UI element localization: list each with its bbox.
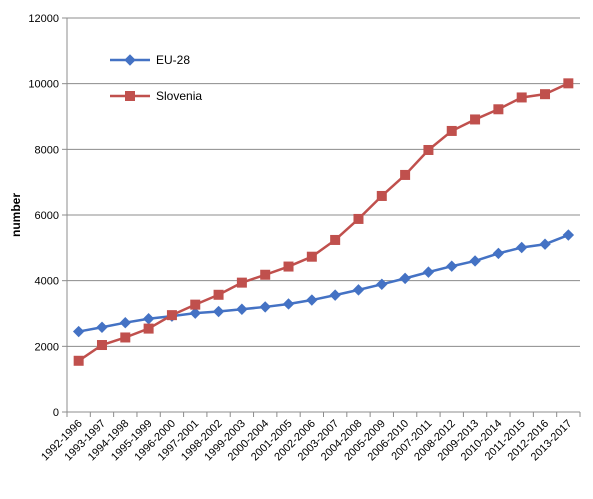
data-point [142, 313, 155, 325]
y-tick-label: 2000 [35, 341, 59, 353]
data-point [563, 78, 574, 89]
data-point [492, 247, 505, 260]
data-point [260, 269, 271, 280]
data-point [562, 229, 575, 241]
data-point [236, 277, 247, 288]
legend-marker [125, 91, 135, 101]
data-point [330, 234, 341, 245]
data-point [96, 340, 107, 351]
data-point [376, 190, 387, 201]
data-point [306, 251, 317, 262]
data-point [446, 260, 458, 272]
data-point [470, 114, 481, 125]
data-point [283, 261, 294, 272]
data-point [119, 316, 132, 329]
series-line [77, 82, 569, 362]
axes [62, 17, 581, 417]
data-point [400, 169, 411, 180]
legend-label: Slovenia [156, 89, 202, 103]
y-tick-label: 12000 [28, 13, 59, 25]
data-point [259, 301, 271, 313]
series-group [72, 78, 575, 366]
data-point [399, 272, 411, 285]
data-point [306, 294, 318, 306]
data-point [540, 89, 551, 100]
y-tick-label: 8000 [35, 144, 59, 156]
series-eu-28 [72, 229, 575, 338]
data-point [352, 284, 365, 296]
data-point [96, 321, 108, 333]
data-point [190, 299, 201, 310]
data-point [213, 289, 224, 300]
data-point [120, 332, 131, 343]
series-line [78, 233, 569, 333]
series-slovenia [73, 78, 574, 366]
data-point [539, 238, 551, 250]
data-point [236, 303, 248, 315]
data-point [329, 289, 341, 301]
data-point [189, 307, 201, 319]
data-point [353, 213, 364, 224]
data-point [166, 310, 177, 321]
data-point [143, 323, 154, 334]
y-tick-labels: 0 2000 4000 6000 8000 10000 12000 [28, 13, 59, 419]
data-point [72, 325, 85, 338]
data-point [516, 92, 527, 103]
data-point [423, 144, 434, 155]
gridlines [67, 17, 580, 347]
x-tick-labels: 1992-19961993-19971994-19981995-19991996… [39, 418, 574, 464]
data-point [469, 255, 481, 267]
data-point [376, 278, 388, 290]
y-tick-label: 6000 [35, 210, 59, 222]
data-point [446, 125, 457, 136]
y-axis-label: number [9, 193, 23, 237]
legend: EU-28 Slovenia [110, 53, 202, 103]
data-point [282, 298, 295, 310]
legend-label: EU-28 [156, 53, 190, 67]
data-point [73, 355, 84, 366]
data-point [212, 305, 225, 318]
data-point [515, 241, 528, 254]
data-point [493, 104, 504, 115]
y-tick-label: 4000 [35, 276, 59, 288]
legend-marker [124, 54, 136, 66]
y-tick-label: 10000 [28, 79, 59, 91]
data-point [422, 266, 435, 278]
y-tick-label: 0 [53, 407, 59, 419]
